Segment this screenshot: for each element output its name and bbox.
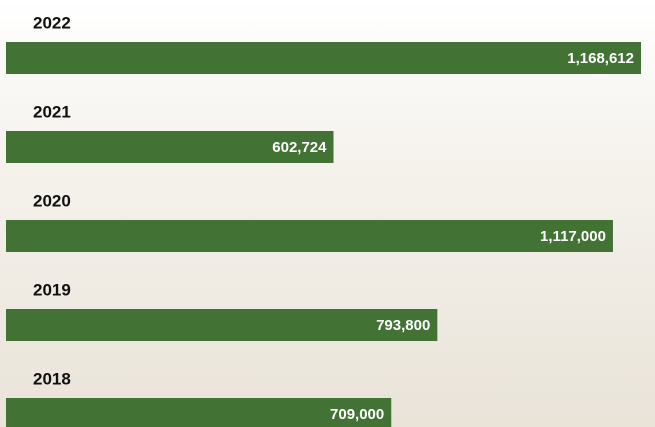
category-label: 2022 (33, 13, 71, 32)
bar (6, 220, 613, 252)
value-label: 709,000 (330, 406, 384, 423)
category-label: 2021 (33, 102, 71, 121)
bar (6, 398, 392, 427)
value-label: 1,117,000 (540, 228, 606, 245)
bar (6, 309, 438, 341)
category-label: 2019 (33, 280, 71, 299)
category-label: 2018 (33, 369, 71, 388)
value-label: 1,168,612 (567, 50, 634, 67)
value-label: 602,724 (272, 139, 327, 156)
category-label: 2020 (33, 191, 71, 210)
bar (6, 42, 641, 74)
value-label: 793,800 (376, 317, 430, 334)
bar (6, 131, 334, 163)
